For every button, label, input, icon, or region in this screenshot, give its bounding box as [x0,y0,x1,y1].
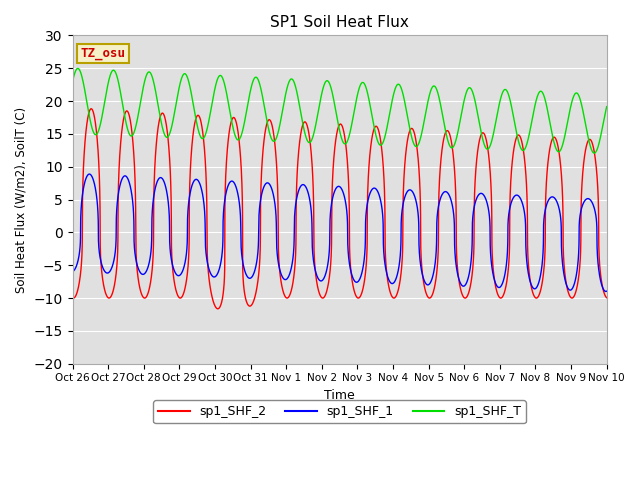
sp1_SHF_1 [177,271,185,276]
sp1_SHF_2 [68,295,76,300]
sp1_SHF_1 [602,288,610,294]
X-axis label: Time: Time [324,389,355,402]
sp1_SHF_T [183,73,191,79]
Title: SP1 Soil Heat Flux: SP1 Soil Heat Flux [270,15,409,30]
sp1_SHF_2 [269,125,276,131]
sp1_SHF_1 [68,269,76,275]
sp1_SHF_1 [603,288,611,294]
sp1_SHF_2 [490,266,497,272]
sp1_SHF_2 [183,275,191,280]
sp1_SHF_1 [413,204,421,210]
Legend: sp1_SHF_2, sp1_SHF_1, sp1_SHF_T: sp1_SHF_2, sp1_SHF_1, sp1_SHF_T [154,400,526,423]
sp1_SHF_T [68,79,76,84]
sp1_SHF_2 [601,292,609,298]
Line: sp1_SHF_1: sp1_SHF_1 [72,174,607,291]
sp1_SHF_1 [601,288,609,294]
sp1_SHF_1 [86,171,93,177]
sp1_SHF_T [177,76,185,82]
sp1_SHF_2 [87,106,95,112]
sp1_SHF_T [74,66,82,72]
sp1_SHF_1 [183,246,191,252]
Text: TZ_osu: TZ_osu [81,47,125,60]
sp1_SHF_2 [603,295,611,300]
sp1_SHF_T [601,112,609,118]
sp1_SHF_T [269,138,276,144]
sp1_SHF_2 [177,295,185,300]
Line: sp1_SHF_T: sp1_SHF_T [72,69,607,153]
sp1_SHF_1 [269,189,276,194]
sp1_SHF_1 [489,271,497,277]
sp1_SHF_2 [413,148,421,154]
Line: sp1_SHF_2: sp1_SHF_2 [72,109,607,309]
sp1_SHF_2 [214,306,221,312]
sp1_SHF_T [603,104,611,109]
sp1_SHF_T [413,143,421,149]
sp1_SHF_T [489,132,497,138]
Y-axis label: Soil Heat Flux (W/m2), SoilT (C): Soil Heat Flux (W/m2), SoilT (C) [15,107,28,293]
sp1_SHF_T [591,150,598,156]
